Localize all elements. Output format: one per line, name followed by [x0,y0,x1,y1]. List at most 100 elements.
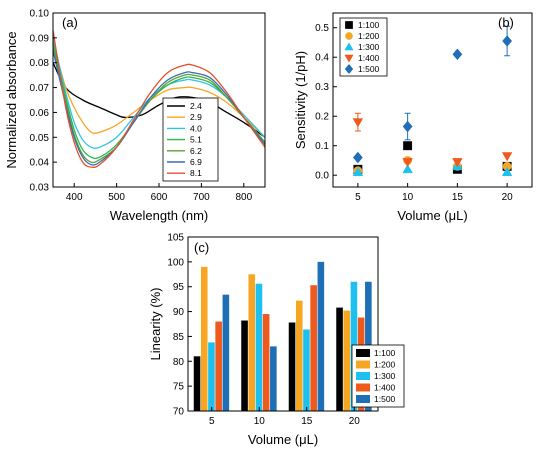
legend-label: 1:500 [358,64,380,74]
x-tick-label: 15 [301,416,313,427]
y-tick-label: 105 [167,233,184,244]
legend-label: 6.9 [190,157,202,167]
y-axis-title: Linearity (%) [148,288,163,361]
data-point-1:100 [403,141,413,151]
x-tick-label: 400 [66,192,83,203]
legend-swatch [356,360,370,369]
y-tick-label: 100 [167,257,184,268]
data-point-1:400 [452,158,463,168]
legend-marker [345,21,353,29]
x-tick-label: 700 [193,192,210,203]
bar-1:200 [295,300,303,411]
y-tick-label: 0.05 [30,133,50,144]
series-line-4.0 [52,37,266,149]
y-tick-label: 0.03 [30,183,50,194]
y-tick-label: 0.09 [30,33,50,44]
legend-label: 8.1 [190,168,202,178]
y-tick-label: 0.07 [30,83,50,94]
bar-1:100 [241,320,248,411]
panel-label: (a) [62,15,78,30]
legend-swatch [356,383,370,392]
legend-swatch [356,395,370,403]
legend-label: 1:200 [374,360,396,370]
data-point-1:400 [501,152,513,162]
data-point-1:300 [501,166,513,177]
legend-swatch [356,372,370,380]
y-tick-label: 0.04 [30,158,50,169]
panel-b: 5 10 15 20 0.0 0.1 0.2 0.3 0.4 0.5 Volume (μL) Sens… [293,12,533,223]
data-point-1:400 [352,118,364,128]
x-tick-label: 10 [254,416,266,427]
y-tick-label: 0.5 [315,23,329,34]
panel-a: 400 500 600 700 800 0.03 0.04 0.05 0.06 0.07 0.08 0… [4,9,266,223]
bar-1:200 [248,274,256,411]
y-tick-label: 80 [173,357,185,368]
legend-label: 1:300 [358,42,380,52]
x-tick-label: 5 [209,416,215,427]
legend-label: 2.9 [190,112,202,122]
y-tick-label: 0.3 [315,82,329,93]
bar-1:100 [288,322,296,411]
legend-label: 5.1 [190,135,202,145]
x-axis-title: Volume (μL) [397,208,467,223]
x-tick-label: 10 [402,192,414,203]
y-tick-label: 75 [173,382,185,393]
series-line-8.1 [52,30,266,169]
y-tick-label: 0.4 [315,53,329,64]
bar-1:300 [255,283,263,411]
y-tick-label: 85 [173,332,185,343]
bar-1:500 [317,261,325,411]
legend-label: 4.0 [190,123,202,133]
x-tick-label: 500 [108,192,125,203]
plot-frame [332,12,533,188]
x-axis-title: Wavelength (nm) [110,208,209,223]
legend-swatch [356,349,370,357]
bar-1:500 [222,294,230,411]
bar-1:200 [200,266,208,411]
series-line-6.9 [52,50,266,166]
data-point-1:500 [452,48,463,61]
y-tick-label: 0.1 [315,141,329,152]
legend-label: 1:100 [374,348,396,358]
data-point-1:500 [352,151,363,164]
legend-label: 1:300 [374,371,396,381]
panel-c: 5 10 15 20 70 75 80 85 90 95 100 105 Volume (μL) Line… [148,233,405,447]
y-axis-title: Sensitivity (1/pH) [293,51,308,149]
bar-1:400 [262,314,270,411]
legend-label: 2.4 [190,101,202,111]
x-tick-label: 20 [502,192,514,203]
y-tick-label: 0.2 [315,112,329,123]
y-axis-title: Normalized absorbance [4,31,19,168]
x-tick-label: 600 [151,192,168,203]
data-point-1:300 [352,166,364,177]
bar-1:300 [208,342,215,411]
legend-marker [344,63,354,75]
data-point-1:500 [502,35,513,47]
y-tick-label: 0.06 [30,108,50,119]
data-point-1:300 [402,163,413,174]
legend-label: 1:500 [374,394,396,404]
bar-1:100 [336,307,343,411]
legend-marker [345,32,353,40]
legend-marker [344,42,354,51]
legend-label: 1:100 [358,20,380,30]
panel-label: (c) [194,240,209,255]
x-tick-label: 5 [355,192,361,203]
legend-label: 6.2 [190,146,202,156]
panel-label: (b) [498,15,514,30]
legend-label: 1:200 [358,31,380,41]
x-axis-title: Volume (μL) [248,432,318,447]
bar-1:100 [193,356,201,411]
data-point-1:400 [402,158,413,168]
y-tick-label: 0.10 [30,9,50,20]
y-tick-label: 0.0 [315,171,329,182]
plot-frame [187,236,379,412]
series-line-2.4 [52,62,266,138]
x-tick-label: 800 [235,192,252,203]
legend-marker [344,54,354,63]
y-tick-label: 0.08 [30,58,50,69]
x-tick-label: 15 [452,192,464,203]
bar-1:300 [303,329,310,411]
bar-1:200 [343,310,351,411]
